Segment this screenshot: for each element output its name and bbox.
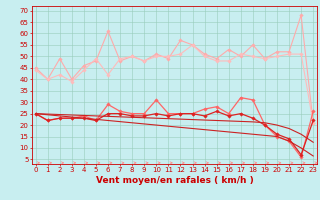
X-axis label: Vent moyen/en rafales ( km/h ): Vent moyen/en rafales ( km/h )	[96, 176, 253, 185]
